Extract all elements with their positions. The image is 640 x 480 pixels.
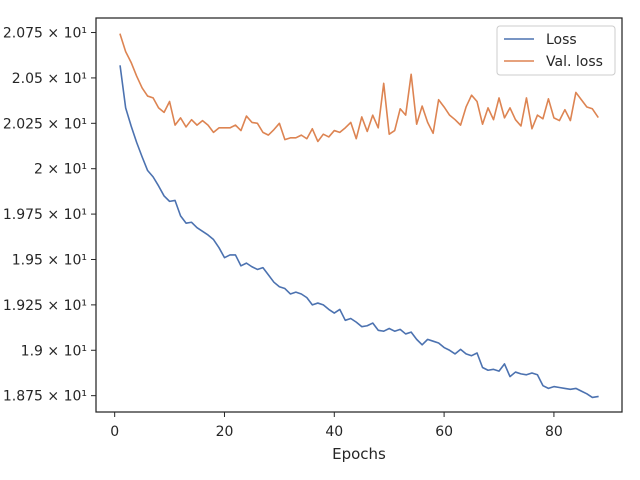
y-tick-label: 1.95 × 10¹ bbox=[12, 252, 87, 268]
x-axis-ticks: 0 20 40 60 80 bbox=[110, 412, 563, 440]
plot-area bbox=[96, 18, 622, 412]
x-tick-label: 0 bbox=[110, 424, 119, 440]
legend-label-loss: Loss bbox=[546, 32, 577, 48]
y-tick-label: 1.9 × 10¹ bbox=[21, 343, 87, 359]
x-tick-label: 20 bbox=[216, 424, 234, 440]
y-tick-label: 1.975 × 10¹ bbox=[3, 207, 87, 223]
series-layer bbox=[119, 33, 599, 399]
y-tick-label: 1.925 × 10¹ bbox=[3, 298, 87, 314]
y-tick-label: 1.875 × 10¹ bbox=[3, 389, 87, 405]
legend-label-val-loss: Val. loss bbox=[546, 54, 603, 70]
y-tick-label: 2 × 10¹ bbox=[34, 162, 87, 178]
y-tick-label: 2.05 × 10¹ bbox=[12, 71, 87, 87]
series-line-val-loss bbox=[119, 33, 599, 143]
plot-frame bbox=[95, 17, 623, 413]
y-tick-label: 2.075 × 10¹ bbox=[3, 26, 87, 42]
legend: Loss Val. loss bbox=[496, 25, 616, 76]
y-tick-label: 2.025 × 10¹ bbox=[3, 116, 87, 132]
x-axis-label: Epochs bbox=[332, 445, 386, 463]
series-line-loss bbox=[119, 65, 599, 399]
x-tick-label: 60 bbox=[435, 424, 453, 440]
y-axis-ticks: 1.875 × 10¹ 1.9 × 10¹ 1.925 × 10¹ 1.95 × 10… bbox=[3, 26, 96, 405]
x-tick-label: 80 bbox=[545, 424, 563, 440]
x-tick-label: 40 bbox=[325, 424, 343, 440]
